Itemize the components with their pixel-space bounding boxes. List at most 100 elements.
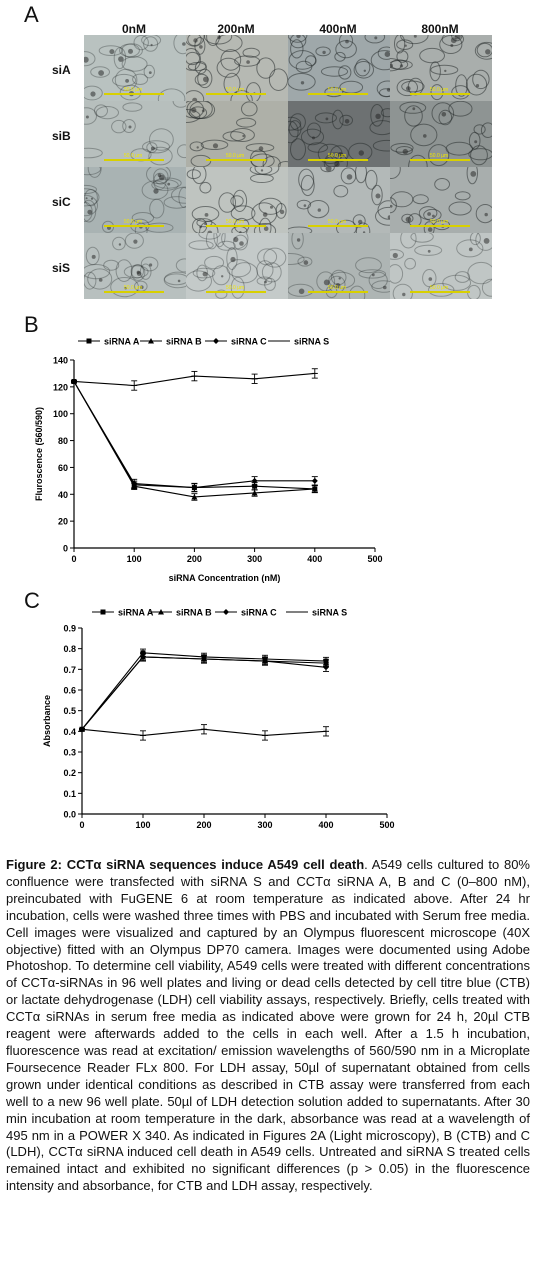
- legend-marker: [223, 609, 229, 615]
- y-tick-label: 0.0: [63, 810, 76, 820]
- micrograph-sis-200nm: 50.0 µm: [186, 233, 288, 299]
- row-header-sic: siC: [52, 195, 71, 209]
- micrograph-sis-400nm: 50.0 µm: [288, 233, 390, 299]
- x-tick-label: 500: [379, 820, 394, 830]
- scale-bar: [410, 159, 470, 161]
- column-header-800nm: 800nM: [421, 22, 459, 36]
- y-tick-label: 20: [58, 517, 68, 527]
- x-tick-label: 100: [135, 820, 150, 830]
- scale-bar-label: 50.0 µm: [430, 219, 449, 225]
- scale-bar: [206, 291, 266, 293]
- column-header-200nm: 200nM: [217, 22, 255, 36]
- series-line-2: [81, 656, 327, 730]
- caption-label: Figure 2: [6, 857, 58, 872]
- micrograph-sib-800nm: 50.0 µm: [390, 101, 492, 167]
- data-point: [262, 658, 268, 665]
- micrograph-sib-200nm: 50.0 µm: [186, 101, 288, 167]
- scale-bar-label: 50.0 µm: [226, 153, 245, 159]
- scale-bar: [206, 225, 266, 227]
- data-point: [251, 489, 258, 496]
- column-header-400nm: 400nM: [319, 22, 357, 36]
- scale-bar-label: 50.0 µm: [328, 219, 347, 225]
- y-tick-label: 0.3: [63, 748, 76, 758]
- data-point: [201, 656, 207, 662]
- y-tick-label: 0.9: [63, 624, 76, 634]
- y-tick-label: 140: [53, 356, 68, 366]
- x-tick-label: 200: [187, 554, 202, 564]
- y-axis-title: Absorbance: [42, 695, 52, 747]
- series-line-1: [73, 381, 315, 490]
- scale-bar: [104, 225, 164, 227]
- y-tick-label: 0.7: [63, 665, 76, 675]
- micrograph-sic-800nm: 50.0 µm: [390, 167, 492, 233]
- data-point: [191, 493, 198, 500]
- data-point: [252, 483, 258, 489]
- y-tick-label: 0.4: [63, 727, 76, 737]
- scale-bar-label: 50.0 µm: [328, 153, 347, 159]
- legend-marker: [100, 609, 106, 615]
- scale-bar-label: 50.0 µm: [328, 87, 347, 93]
- x-tick-label: 400: [318, 820, 333, 830]
- column-header-0nm: 0nM: [122, 22, 146, 36]
- scale-bar: [308, 159, 368, 161]
- scale-bar: [410, 225, 470, 227]
- legend-label: siRNA A: [104, 337, 140, 347]
- scale-bar-label: 50.0 µm: [124, 153, 143, 159]
- data-point: [323, 664, 329, 671]
- scale-bar: [206, 159, 266, 161]
- y-axis-title: Fluroscence (560/590): [34, 407, 44, 501]
- row-header-sis: siS: [52, 261, 71, 275]
- row-header-sia: siA: [52, 63, 71, 77]
- y-tick-label: 100: [53, 409, 68, 419]
- micrograph-sib-0nm: 50.0 µm: [84, 101, 186, 167]
- data-point: [140, 653, 146, 660]
- data-point: [311, 485, 318, 492]
- caption-title: CCTα siRNA sequences induce A549 cell de…: [66, 857, 365, 872]
- micrograph-sis-800nm: 50.0 µm: [390, 233, 492, 299]
- x-tick-label: 100: [127, 554, 142, 564]
- legend-marker: [213, 338, 219, 344]
- scale-bar-label: 50.0 µm: [226, 285, 245, 291]
- micrograph-sia-800nm: 50.0 µm: [390, 35, 492, 101]
- y-tick-label: 80: [58, 436, 68, 446]
- scale-bar: [410, 93, 470, 95]
- data-point: [251, 477, 258, 484]
- scale-bar: [308, 291, 368, 293]
- micrograph-sia-0nm: 50.0 µm: [84, 35, 186, 101]
- x-tick-label: 200: [196, 820, 211, 830]
- legend-label: siRNA C: [231, 337, 267, 347]
- fluorescence-chart: 0 20 40 60 80 100 120 140 0 100 200 300 400 500 siRNA …: [34, 337, 383, 584]
- legend-label: siRNA A: [118, 608, 154, 618]
- x-axis-title: siRNA Concentration (nM): [169, 573, 281, 583]
- micrograph-sis-0nm: 50.0 µm: [84, 233, 186, 299]
- legend-label: siRNA C: [241, 608, 277, 618]
- scale-bar-label: 50.0 µm: [226, 219, 245, 225]
- x-tick-label: 400: [307, 554, 322, 564]
- caption-body: . A549 cells cultured to 80% confluence …: [6, 857, 530, 1194]
- legend-label: siRNA S: [294, 337, 329, 347]
- scale-bar-label: 50.0 µm: [124, 285, 143, 291]
- y-tick-label: 0.2: [63, 768, 76, 778]
- scale-bar-label: 50.0 µm: [430, 87, 449, 93]
- scale-bar-label: 50.0 µm: [124, 219, 143, 225]
- scale-bar-label: 50.0 µm: [226, 87, 245, 93]
- y-tick-label: 40: [58, 490, 68, 500]
- row-header-sib: siB: [52, 129, 71, 143]
- legend-label: siRNA B: [166, 337, 202, 347]
- data-point: [191, 484, 198, 491]
- legend-marker: [86, 338, 92, 344]
- y-tick-label: 0.6: [63, 686, 76, 696]
- data-point: [311, 477, 318, 484]
- series-line-3: [81, 656, 327, 730]
- y-tick-label: 0: [63, 544, 68, 554]
- scale-bar: [308, 93, 368, 95]
- scale-bar: [308, 225, 368, 227]
- micrograph-sic-400nm: 50.0 µm: [288, 167, 390, 233]
- x-tick-label: 300: [247, 554, 262, 564]
- series-line-1: [81, 652, 327, 730]
- y-tick-label: 120: [53, 382, 68, 392]
- micrograph-sib-400nm: 50.0 µm: [288, 101, 390, 167]
- scale-bar: [104, 159, 164, 161]
- x-tick-label: 0: [79, 820, 84, 830]
- scale-bar-label: 50.0 µm: [124, 87, 143, 93]
